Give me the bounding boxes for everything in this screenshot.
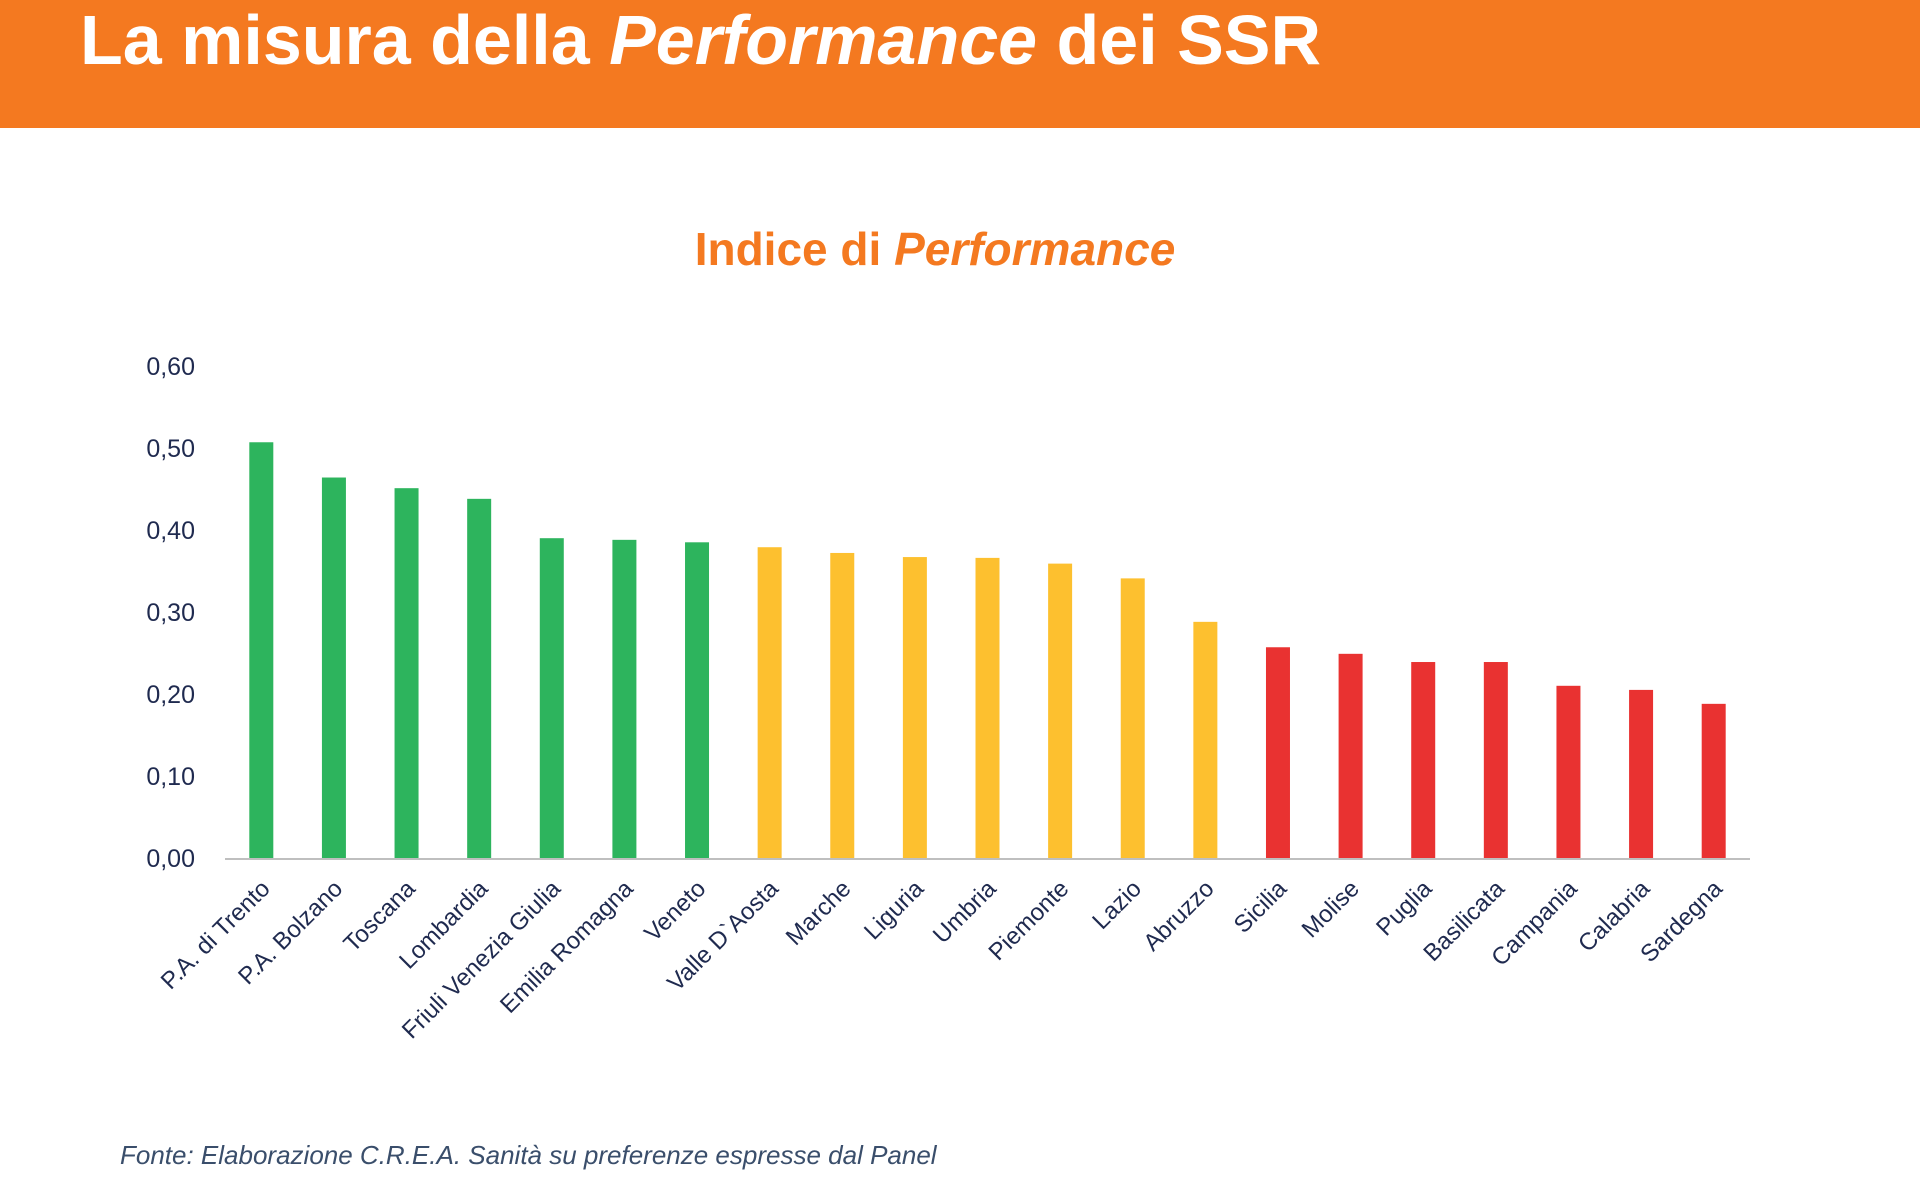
x-tick-label: Emilia Romagna (495, 875, 639, 1019)
bar (394, 488, 419, 858)
bar (249, 442, 274, 858)
source-note: Fonte: Elaborazione C.R.E.A. Sanità su p… (120, 1140, 937, 1170)
chart-title: Indice di Performance (0, 222, 1870, 276)
y-tick-label: 0,00 (146, 845, 195, 873)
page-title-pre: La misura della (80, 1, 610, 79)
x-tick-label: Sicilia (1229, 875, 1293, 939)
bar (1338, 653, 1363, 858)
x-tick-label: Abruzzo (1138, 875, 1219, 956)
y-tick-label: 0,60 (146, 353, 195, 381)
header-banner: La misura della Performance dei SSR (0, 0, 1920, 128)
bar (1701, 703, 1726, 858)
chart-title-emphasis: Performance (894, 223, 1176, 275)
bar (321, 477, 346, 858)
y-axis-ticks: 0,00 0,10 0,20 0,30 0,40 0,50 0,60 (146, 353, 195, 873)
bar (1048, 563, 1073, 858)
bar (830, 552, 855, 858)
bar (685, 542, 710, 858)
bar (1629, 689, 1654, 858)
y-tick-label: 0,40 (146, 517, 195, 545)
x-tick-label: Molise (1297, 875, 1365, 943)
x-tick-label: Liguria (859, 875, 929, 945)
bar (1556, 685, 1581, 858)
chart-title-pre: Indice di (694, 223, 895, 275)
bar (612, 539, 637, 858)
bar (1120, 578, 1145, 858)
x-tick-label: Umbria (928, 875, 1002, 949)
y-tick-label: 0,30 (146, 599, 195, 627)
x-tick-label: Piemonte (984, 875, 1075, 966)
bar (467, 498, 492, 858)
bar (902, 557, 927, 858)
x-tick-label: Veneto (639, 875, 711, 947)
bar (1411, 662, 1436, 858)
x-tick-label: Puglia (1371, 875, 1438, 942)
y-tick-label: 0,10 (146, 763, 195, 791)
bars-group (249, 442, 1726, 858)
bar (757, 547, 782, 858)
page-title-emphasis: Performance (609, 1, 1038, 79)
page-title-post: dei SSR (1037, 1, 1322, 79)
bar (1265, 647, 1290, 858)
bar (975, 557, 1000, 858)
x-tick-label: Lazio (1087, 875, 1147, 935)
bar (1483, 662, 1508, 858)
x-tick-label: Marche (781, 875, 857, 951)
bar (1193, 621, 1218, 858)
y-tick-label: 0,20 (146, 681, 195, 709)
bar (539, 538, 564, 858)
page-title: La misura della Performance dei SSR (80, 0, 1321, 80)
y-tick-label: 0,50 (146, 435, 195, 463)
